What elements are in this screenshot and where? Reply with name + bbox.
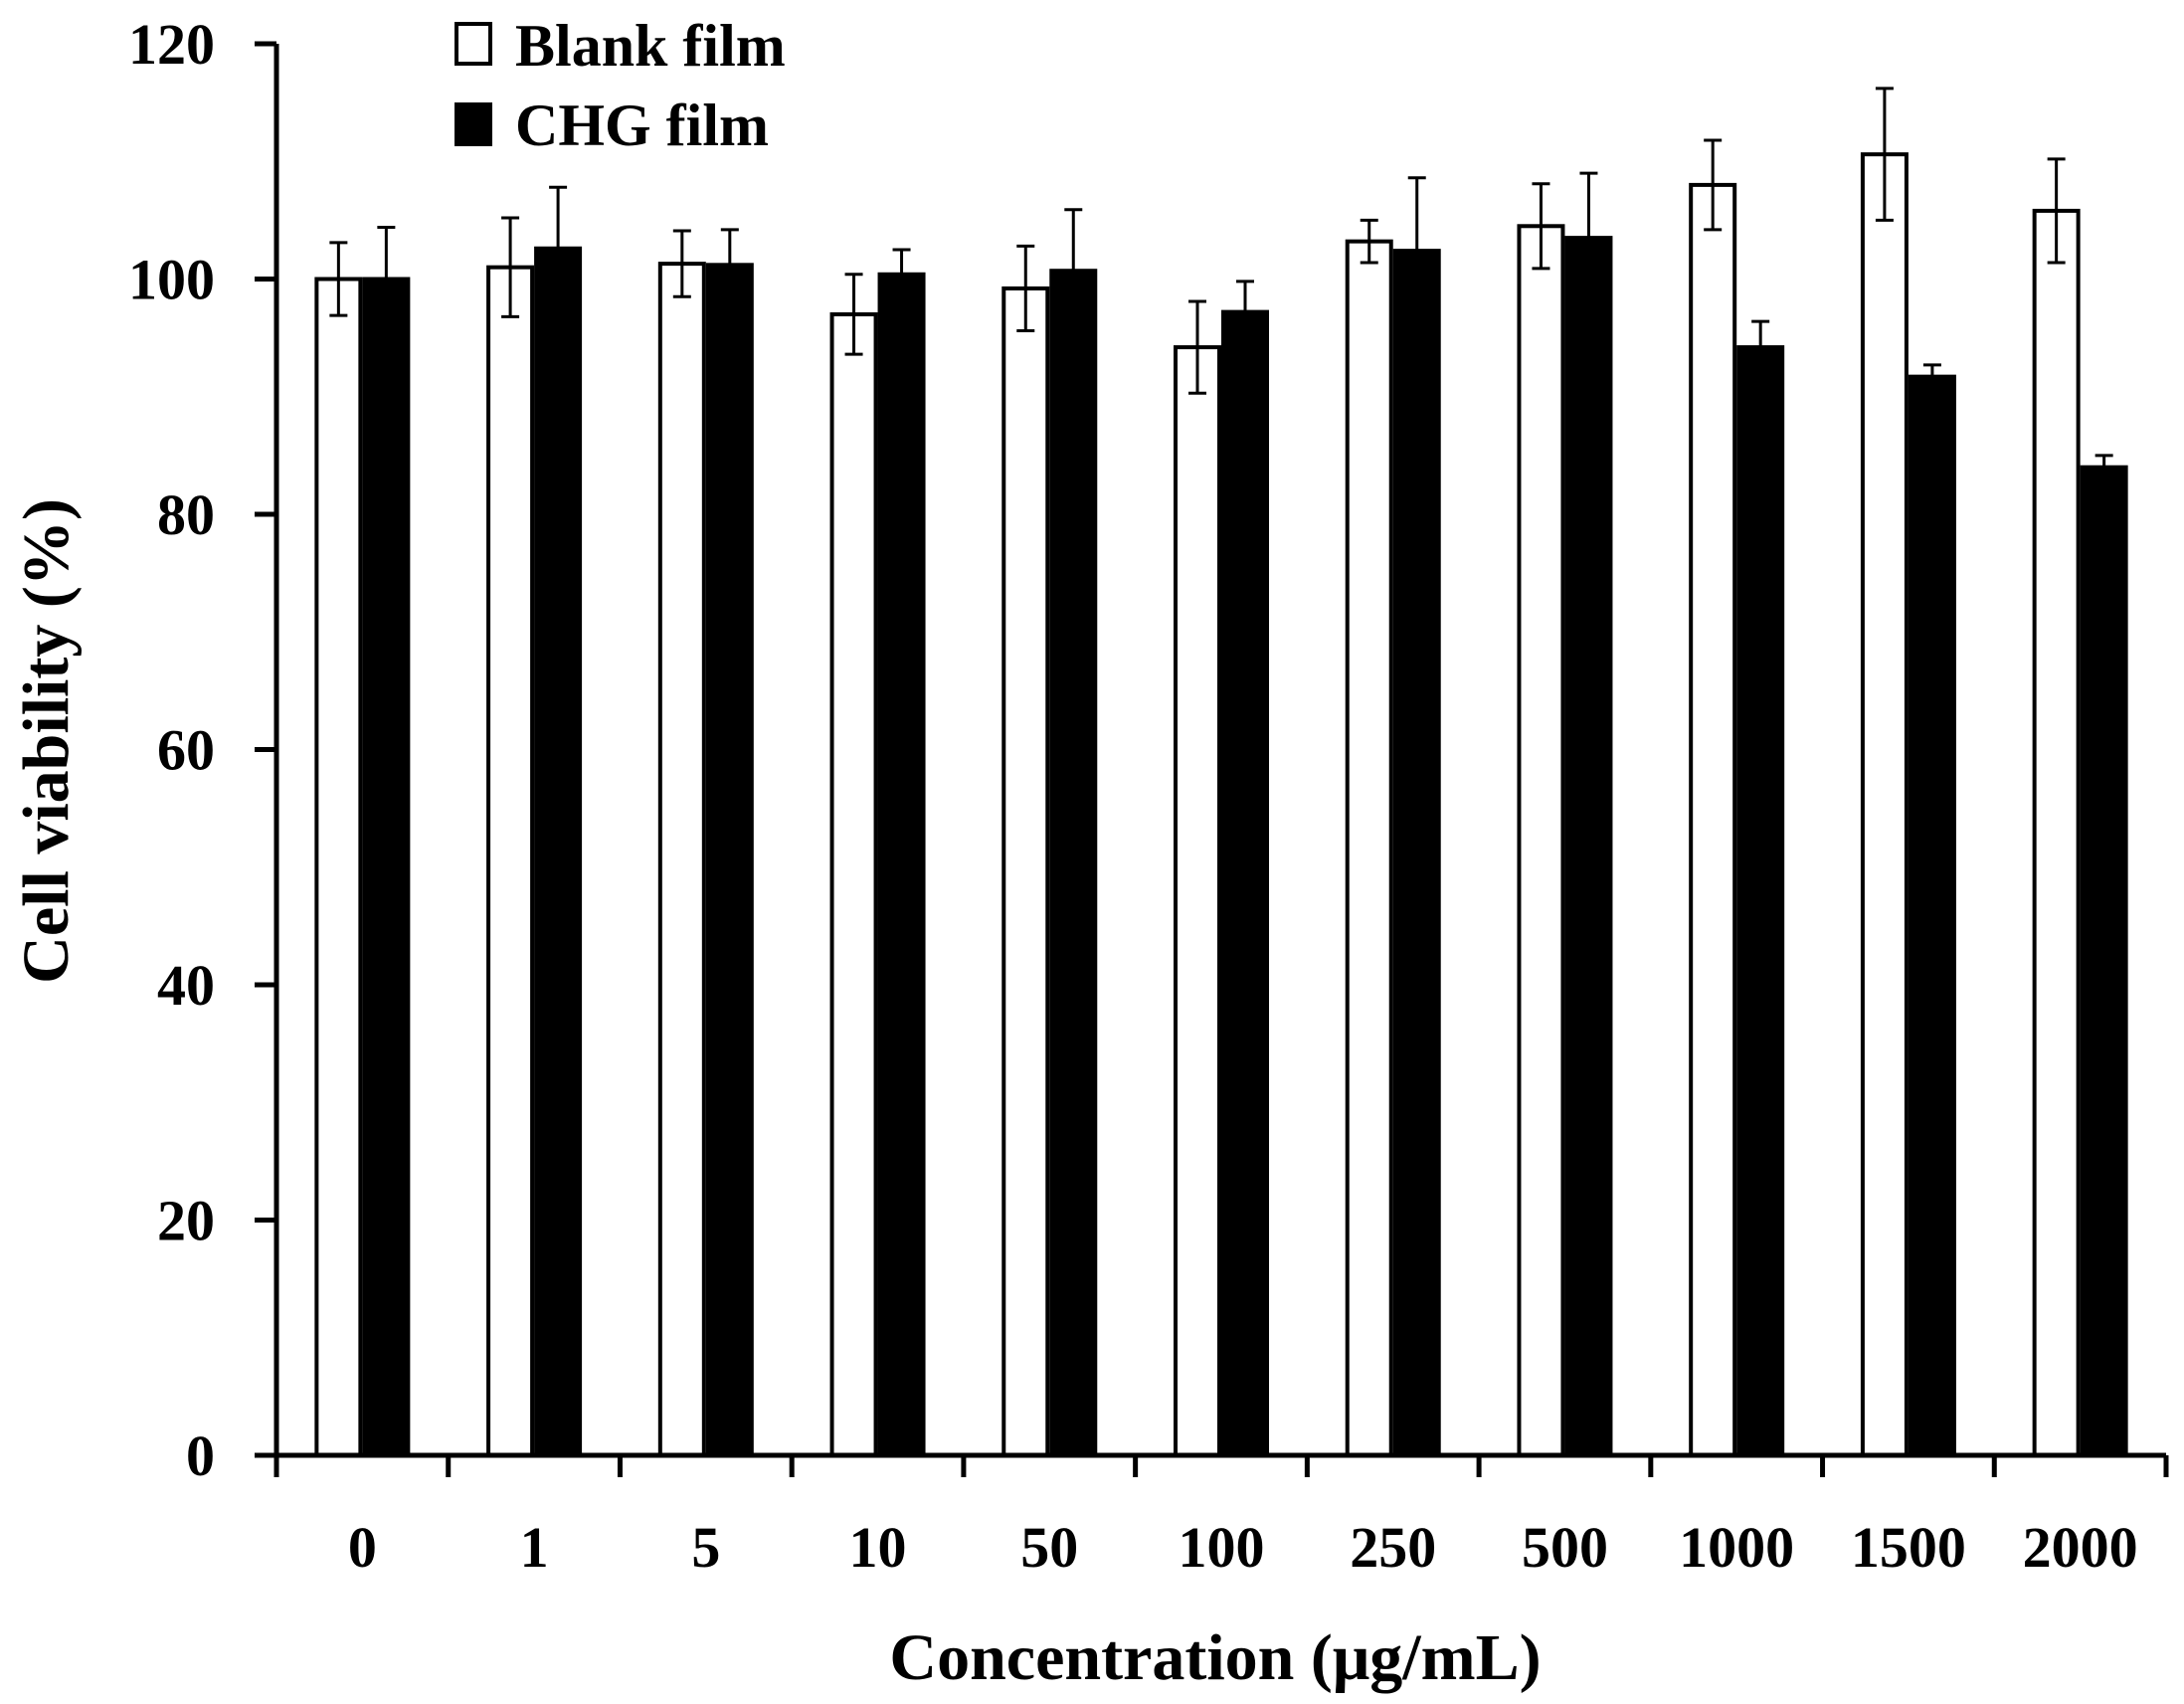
- legend-label-chg-film: CHG film: [515, 93, 769, 158]
- y-tick-label-80: 80: [157, 482, 215, 547]
- x-tick-label-500: 500: [1522, 1515, 1608, 1580]
- bar-chg-film-10: [877, 272, 926, 1457]
- bar-blank-film-1500: [1860, 152, 1909, 1457]
- x-tick-label-100: 100: [1179, 1515, 1265, 1580]
- x-tick-label-10: 10: [849, 1515, 907, 1580]
- x-tick-label-1000: 1000: [1679, 1515, 1794, 1580]
- bar-chg-film-1000: [1736, 345, 1785, 1458]
- legend-swatch-chg-film: [455, 102, 492, 146]
- y-tick-label-0: 0: [186, 1423, 215, 1488]
- x-tick-label-5: 5: [691, 1515, 720, 1580]
- y-tick-label-60: 60: [157, 718, 215, 783]
- bar-blank-film-100: [1174, 345, 1221, 1458]
- bar-blank-film-5: [657, 262, 706, 1458]
- y-tick-label-120: 120: [128, 12, 215, 77]
- x-tick-label-50: 50: [1020, 1515, 1078, 1580]
- x-tick-label-2000: 2000: [2023, 1515, 2138, 1580]
- legend-label-blank-film: Blank film: [515, 13, 786, 79]
- y-tick-label-20: 20: [157, 1189, 215, 1253]
- bar-chg-film-2000: [2080, 465, 2128, 1457]
- bar-chg-film-1: [534, 246, 583, 1457]
- legend: Blank film CHG film: [455, 13, 786, 158]
- legend-swatch-blank-film: [455, 22, 492, 66]
- bar-blank-film-0: [314, 277, 363, 1457]
- bar-blank-film-250: [1345, 239, 1393, 1457]
- bars-layer: [314, 152, 2128, 1458]
- y-tick-label-40: 40: [157, 953, 215, 1018]
- bar-chg-film-250: [1392, 249, 1441, 1457]
- bar-chg-film-500: [1564, 236, 1613, 1457]
- x-tick-label-1500: 1500: [1851, 1515, 1966, 1580]
- bar-blank-film-1: [486, 265, 535, 1457]
- bar-blank-film-50: [1001, 285, 1050, 1458]
- bar-blank-film-10: [829, 311, 878, 1458]
- bar-chg-film-100: [1221, 309, 1269, 1457]
- x-tick-label-0: 0: [348, 1515, 377, 1580]
- axes-layer: [255, 41, 2169, 1477]
- y-axis-title: Cell viability (%): [10, 498, 83, 984]
- x-tick-label-1: 1: [520, 1515, 549, 1580]
- error-bars-layer: [329, 87, 2113, 481]
- bar-chg-film-5: [705, 263, 754, 1457]
- bar-blank-film-500: [1517, 224, 1565, 1458]
- bar-blank-film-1000: [1689, 182, 1737, 1457]
- bar-chg-film-0: [362, 277, 411, 1457]
- x-axis-title: Concentration (μg/mL): [889, 1621, 1541, 1694]
- bar-blank-film-2000: [2032, 208, 2081, 1457]
- x-tick-label-250: 250: [1350, 1515, 1436, 1580]
- bar-chg-film-50: [1049, 269, 1098, 1457]
- y-tick-label-100: 100: [128, 248, 215, 312]
- bar-chg-film-1500: [1908, 374, 1956, 1458]
- tick-labels-layer: 0 1 5 10 50 100 250 500 1000 1500 2000 0 20 40 60 80 100…: [128, 12, 2138, 1580]
